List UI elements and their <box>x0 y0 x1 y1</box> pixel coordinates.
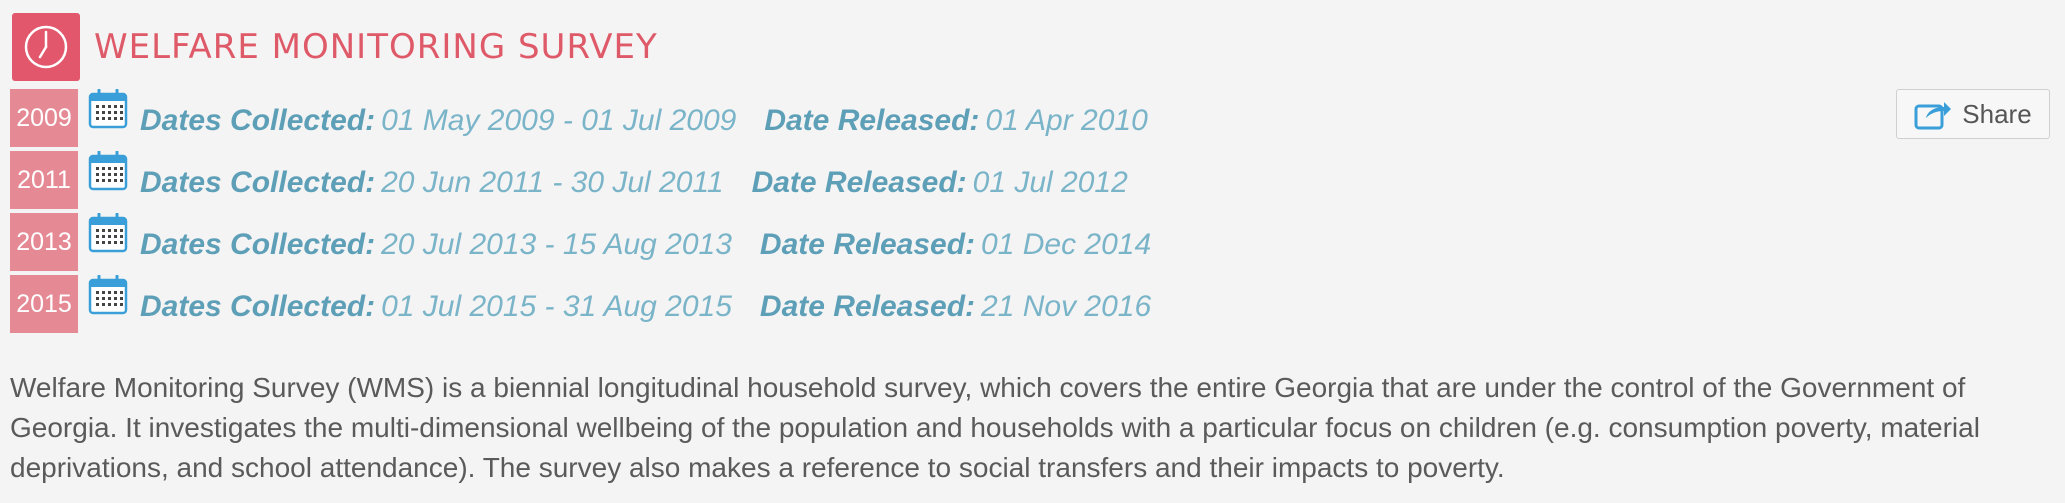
round-dates: Dates Collected: 01 Jul 2015 - 31 Aug 201… <box>140 289 1151 325</box>
survey-rounds-list: 2009 Dates Collected: 01 May 2009 - 01 Ju… <box>10 89 1151 337</box>
dates-collected-label: Dates Collected: <box>140 166 376 199</box>
survey-round-row: 2009 Dates Collected: 01 May 2009 - 01 Ju… <box>10 89 1148 147</box>
calendar-icon <box>88 275 128 315</box>
survey-round-row: 2013 Dates Collected: 20 Jul 2013 - 15 Au… <box>10 213 1151 271</box>
round-dates: Dates Collected: 20 Jul 2013 - 15 Aug 201… <box>140 227 1151 263</box>
date-released-label: Date Released: <box>759 228 976 261</box>
date-released-label: Date Released: <box>764 104 980 137</box>
calendar-icon <box>88 151 128 191</box>
clock-icon <box>12 13 80 81</box>
year-badge: 2015 <box>10 275 78 333</box>
year-badge: 2009 <box>10 89 78 147</box>
page-title: WELFARE MONITORING SURVEY <box>94 27 658 67</box>
dates-collected-value: 01 May 2009 - 01 Jul 2009 <box>381 104 737 137</box>
calendar-icon <box>88 213 128 253</box>
dates-collected-label: Dates Collected: <box>140 228 376 261</box>
survey-round-row: 2015 Dates Collected: 01 Jul 2015 - 31 Au… <box>10 275 1151 333</box>
year-badge: 2013 <box>10 213 78 271</box>
share-label: Share <box>1962 98 2032 129</box>
share-icon <box>1914 102 1952 130</box>
dates-collected-label: Dates Collected: <box>140 290 376 323</box>
year-badge: 2011 <box>10 151 78 209</box>
date-released-label: Date Released: <box>751 166 967 199</box>
round-dates: Dates Collected: 20 Jun 2011 - 30 Jul 201… <box>140 165 1128 201</box>
dates-collected-value: 20 Jun 2011 - 30 Jul 2011 <box>381 166 724 199</box>
dates-collected-value: 20 Jul 2013 - 15 Aug 2013 <box>381 228 732 261</box>
date-released-value: 01 Apr 2010 <box>985 104 1148 137</box>
date-released-label: Date Released: <box>759 290 976 323</box>
date-released-value: 01 Jul 2012 <box>972 166 1128 199</box>
survey-description: Welfare Monitoring Survey (WMS) is a bie… <box>10 372 1980 483</box>
share-button[interactable]: Share <box>1896 89 2050 139</box>
dates-collected-label: Dates Collected: <box>140 104 376 137</box>
survey-header: WELFARE MONITORING SURVEY <box>12 12 658 82</box>
calendar-icon <box>88 89 128 129</box>
survey-round-row: 2011 Dates Collected: 20 Jun 2011 - 30 Ju… <box>10 151 1128 209</box>
dates-collected-value: 01 Jul 2015 - 31 Aug 2015 <box>381 290 732 323</box>
round-dates: Dates Collected: 01 May 2009 - 01 Jul 200… <box>140 103 1148 139</box>
date-released-value: 21 Nov 2016 <box>981 290 1152 323</box>
date-released-value: 01 Dec 2014 <box>981 228 1152 261</box>
